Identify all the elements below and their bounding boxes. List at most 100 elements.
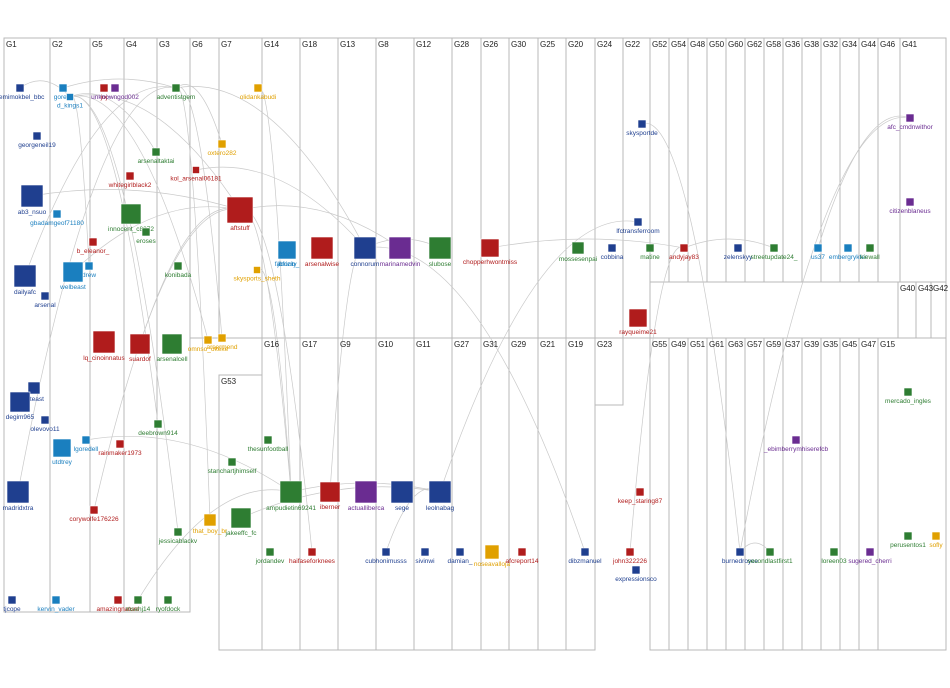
graph-node[interactable]: omnso_okeke bbox=[188, 335, 229, 353]
graph-node[interactable]: zelenskyy bbox=[724, 243, 753, 261]
graph-node[interactable]: secondlastfirst1 bbox=[747, 547, 793, 565]
graph-node[interactable]: cobbina bbox=[601, 243, 624, 261]
graph-node[interactable]: olidankabudi bbox=[240, 83, 277, 101]
graph-node[interactable]: jordandev bbox=[255, 547, 285, 565]
graph-node[interactable]: damian_ bbox=[448, 547, 473, 565]
graph-node[interactable]: andyjay83 bbox=[669, 243, 699, 261]
graph-node[interactable]: suardof bbox=[129, 333, 151, 363]
graph-node[interactable]: stanchartjhimself bbox=[208, 457, 257, 475]
graph-node[interactable]: b_eleanor_ bbox=[77, 237, 110, 255]
graph-node[interactable]: corywolfe176226 bbox=[69, 505, 119, 523]
graph-node[interactable]: afc_cmdnwithor bbox=[887, 113, 934, 131]
graph-node[interactable]: expressionsco bbox=[615, 565, 657, 583]
graph-node[interactable]: sugered_cherri bbox=[848, 547, 892, 565]
graph-node[interactable]: mercado_ingles bbox=[885, 387, 932, 405]
graph-node[interactable]: skysports_sheth bbox=[234, 266, 281, 283]
graph-node[interactable]: rayqueime21 bbox=[619, 308, 657, 336]
graph-node[interactable]: embergrykter bbox=[829, 243, 868, 261]
graph-node[interactable]: adventistgem bbox=[157, 83, 196, 101]
graph-node[interactable]: jbfooty bbox=[276, 240, 297, 268]
graph-node[interactable]: loreen03 bbox=[821, 547, 847, 565]
graph-node[interactable]: lgoredell bbox=[74, 435, 99, 453]
graph-node[interactable]: arsenalcell bbox=[156, 333, 188, 363]
graph-node[interactable]: john322226 bbox=[612, 547, 647, 565]
graph-node[interactable]: perusentos1 bbox=[890, 531, 926, 549]
graph-node[interactable]: semimokbel_bbc bbox=[0, 83, 45, 101]
graph-node[interactable]: ryofdock bbox=[156, 595, 181, 613]
graph-node[interactable]: degim965 bbox=[6, 391, 35, 421]
graph-node[interactable]: deebrown914 bbox=[138, 419, 178, 437]
graph-node[interactable]: kol_arsenal06181 bbox=[170, 166, 222, 183]
graph-node[interactable]: ampudietin69241 bbox=[266, 480, 316, 512]
graph-node[interactable]: amazingnature bbox=[97, 595, 140, 613]
graph-node[interactable]: gbadamgeof71180 bbox=[30, 209, 84, 227]
graph-node[interactable]: innocent_c8372 bbox=[108, 203, 154, 233]
graph-node[interactable]: unknowngod002 bbox=[91, 83, 139, 101]
graph-node[interactable]: tjcope bbox=[3, 595, 21, 613]
graph-node[interactable]: arsenalwise bbox=[305, 236, 340, 268]
graph-node[interactable]: georgeneil19 bbox=[18, 131, 56, 149]
graph-node[interactable]: chopperhwontmiss bbox=[463, 238, 518, 266]
graph-node[interactable]: kervin_vader bbox=[37, 595, 75, 613]
graph-node[interactable]: olevovo11 bbox=[30, 415, 60, 433]
group-box-g41 bbox=[899, 37, 947, 283]
graph-node[interactable]: eroses bbox=[136, 227, 157, 245]
graph-node[interactable]: matine bbox=[640, 243, 660, 261]
graph-node[interactable]: arsenal bbox=[34, 291, 56, 309]
graph-node[interactable]: marinamedvin bbox=[380, 236, 421, 268]
graph-node[interactable]: kiewall bbox=[860, 243, 880, 261]
node-avatar bbox=[931, 531, 941, 541]
graph-node[interactable]: _ebimberrymhiserefcb bbox=[763, 435, 829, 453]
graph-node[interactable]: citizenblaneus bbox=[889, 197, 931, 215]
graph-node[interactable]: jessicablackv bbox=[158, 527, 198, 545]
graph-node[interactable]: afcreport14 bbox=[506, 547, 539, 565]
graph-node[interactable]: dailyafc bbox=[13, 264, 37, 296]
graph-node[interactable]: connorum bbox=[351, 236, 380, 268]
graph-node[interactable]: arsermend bbox=[206, 333, 238, 351]
graph-node[interactable]: streetupdate24_ bbox=[751, 243, 798, 261]
node-label: kervin_vader bbox=[37, 606, 75, 613]
graph-node[interactable]: cubhonimusss bbox=[365, 547, 408, 565]
graph-node[interactable]: utdtrey bbox=[52, 438, 73, 466]
graph-node[interactable]: slubose bbox=[428, 236, 452, 268]
graph-node[interactable]: ab3_nsuo bbox=[18, 184, 47, 216]
graph-node[interactable]: sofly bbox=[929, 531, 943, 549]
graph-node[interactable]: thesunfootball bbox=[248, 435, 289, 453]
graph-node[interactable]: mossesenpai bbox=[559, 241, 597, 263]
graph-node[interactable]: gore_f bbox=[54, 83, 73, 101]
graph-node[interactable]: burnedroyce bbox=[722, 547, 759, 565]
graph-node[interactable]: dibzmanuel bbox=[568, 547, 602, 565]
group-labels: G1 G2 G5 G4 G3 G6 G7 G14 G18 G13 G8 G12 G28 G26 G30 G25… bbox=[6, 40, 949, 386]
graph-node[interactable]: welbeast bbox=[59, 261, 86, 291]
graph-node[interactable]: haifaseforknees bbox=[289, 547, 336, 565]
graph-node[interactable]: d_kings1 bbox=[57, 93, 83, 110]
node-avatar bbox=[32, 131, 42, 141]
graph-node[interactable]: aftstuff bbox=[226, 196, 254, 232]
graph-node[interactable]: sege bbox=[390, 480, 414, 512]
graph-node[interactable]: jakeeffc_fc bbox=[225, 507, 258, 537]
graph-node[interactable]: konibada bbox=[165, 261, 192, 279]
graph-node[interactable]: madridxtra bbox=[3, 480, 34, 512]
graph-node[interactable]: lq_cinoinnatus bbox=[83, 330, 126, 362]
graph-node[interactable]: keep_staring87 bbox=[618, 487, 663, 505]
group-box-g6 bbox=[189, 37, 220, 339]
graph-node[interactable]: actualliberca bbox=[348, 480, 385, 512]
graph-node[interactable]: sivinwi bbox=[415, 547, 435, 565]
graph-node[interactable]: iberner bbox=[319, 481, 341, 511]
graph-node[interactable]: rainmaker1973 bbox=[98, 439, 142, 457]
graph-node[interactable]: drew bbox=[82, 261, 96, 279]
graph-node[interactable]: whitegirlblack2 bbox=[108, 171, 152, 189]
graph-node[interactable]: skysportde bbox=[626, 119, 658, 137]
graph-node[interactable]: noseavalloja bbox=[474, 544, 511, 568]
graph-node[interactable]: that_boy_br bbox=[193, 513, 228, 535]
graph-node[interactable]: arteast bbox=[24, 381, 44, 403]
graph-node[interactable]: arsenaltaktai bbox=[138, 147, 175, 165]
graph-node[interactable]: leolnabag bbox=[426, 480, 455, 512]
group-boxes bbox=[3, 37, 947, 651]
graph-node[interactable]: msehj14 bbox=[126, 595, 151, 613]
graph-node[interactable]: us37 bbox=[811, 243, 825, 261]
graph-node[interactable]: oxtero282 bbox=[208, 139, 237, 157]
group-label-g25: G25 bbox=[540, 40, 556, 49]
graph-node[interactable]: lfctransferroom bbox=[616, 217, 660, 235]
graph-node[interactable]: joj bbox=[99, 83, 109, 101]
